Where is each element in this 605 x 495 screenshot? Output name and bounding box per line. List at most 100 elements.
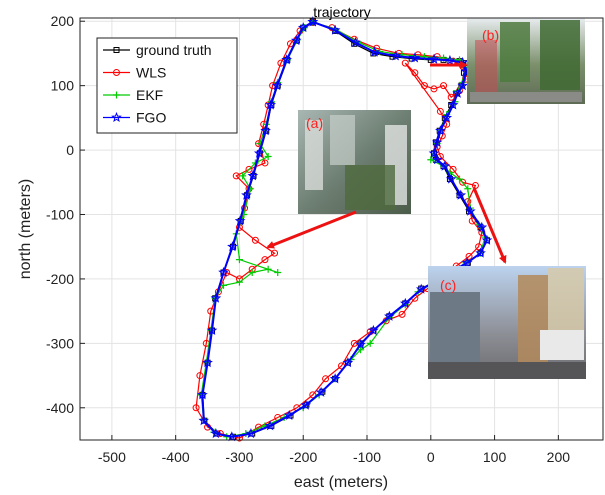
legend-item-fgo: FGO	[103, 110, 166, 126]
data-point	[322, 375, 330, 383]
data-point	[283, 409, 295, 421]
y-tick-label: 100	[51, 78, 75, 94]
data-point	[399, 297, 411, 308]
data-point	[420, 82, 428, 90]
x-tick-label: -100	[353, 449, 381, 465]
data-point	[210, 427, 222, 439]
legend-marker	[111, 111, 122, 123]
data-point	[465, 252, 473, 260]
data-point	[431, 136, 443, 147]
data-point	[342, 357, 354, 368]
data-point	[239, 172, 247, 180]
data-point	[452, 87, 463, 98]
legend-label: EKF	[136, 87, 163, 103]
data-point	[253, 147, 265, 158]
data-point	[261, 159, 269, 167]
data-point	[468, 217, 476, 225]
data-point	[226, 431, 238, 442]
data-point	[290, 34, 302, 46]
data-point	[271, 80, 283, 91]
data-point	[445, 173, 457, 184]
axes-box	[79, 17, 604, 441]
inset-photo-b: (b)	[467, 18, 585, 104]
data-point	[457, 80, 469, 91]
data-point	[444, 54, 456, 66]
data-point	[476, 221, 488, 232]
data-point	[439, 160, 451, 171]
inset-label-b: (b)	[482, 27, 499, 43]
arrow-a	[266, 210, 357, 249]
data-point	[198, 415, 210, 426]
data-point	[368, 324, 379, 335]
data-point	[235, 256, 243, 264]
data-point	[269, 82, 277, 90]
y-tick-label: -100	[46, 207, 74, 223]
data-point	[411, 69, 419, 77]
legend: ground truth WLS EKF FGO	[96, 37, 238, 134]
data-point	[440, 82, 448, 90]
x-tick-label: 100	[483, 449, 507, 465]
data-point	[428, 147, 440, 158]
data-point	[369, 46, 380, 57]
data-point	[401, 59, 409, 67]
data-point	[264, 420, 276, 431]
data-point	[300, 399, 312, 410]
data-point	[431, 154, 443, 165]
data-point	[265, 99, 277, 110]
y-tick-label: 200	[51, 13, 75, 29]
x-tick-label: -400	[162, 449, 190, 465]
data-point	[366, 339, 374, 347]
y-tick-label: -200	[46, 271, 74, 287]
data-point	[227, 241, 238, 252]
inset-label-a: (a)	[306, 115, 323, 131]
data-point	[350, 36, 361, 48]
data-point	[281, 54, 292, 65]
arrow-c	[472, 187, 507, 264]
legend-item-ground-truth: ground truth	[103, 42, 212, 58]
data-point	[384, 310, 395, 321]
data-point	[245, 165, 253, 173]
data-point	[409, 52, 421, 63]
data-point	[274, 268, 282, 276]
data-point	[475, 243, 483, 251]
data-point	[206, 324, 218, 335]
x-tick-label: -200	[289, 449, 317, 465]
data-point	[427, 156, 435, 164]
chart-title: trajectory	[313, 4, 371, 20]
inset-label-c: (c)	[440, 277, 456, 293]
data-point	[251, 236, 259, 244]
legend-label: WLS	[136, 65, 166, 81]
data-point	[398, 310, 406, 318]
data-point	[461, 257, 473, 268]
data-point	[202, 357, 213, 368]
legend-label: FGO	[136, 110, 166, 126]
x-axis-label: east (meters)	[294, 474, 388, 491]
data-point	[196, 372, 204, 380]
x-tick-label: 200	[547, 449, 571, 465]
legend-item-wls: WLS	[103, 65, 166, 81]
data-point	[465, 205, 476, 216]
data-point	[415, 283, 427, 294]
data-point	[197, 389, 208, 400]
data-point	[271, 249, 279, 257]
data-point	[447, 93, 455, 101]
data-point	[297, 22, 309, 33]
data-point	[234, 215, 246, 226]
y-tick-label: -300	[46, 335, 74, 351]
data-point	[428, 53, 440, 64]
y-tick-label: -400	[46, 400, 74, 416]
data-point	[210, 292, 222, 303]
data-point	[475, 247, 486, 258]
data-point	[264, 153, 272, 161]
data-point	[220, 281, 228, 289]
x-tick-label: -300	[225, 449, 253, 465]
data-point	[357, 346, 365, 354]
data-point	[436, 107, 444, 115]
data-point	[241, 189, 252, 200]
y-axis-label: north (meters)	[17, 179, 34, 279]
data-point	[261, 256, 269, 264]
axis-ticks: -500 -400 -300 -200 -100 0 100 200 -400 -300 -200 -…	[46, 13, 570, 465]
data-point	[264, 265, 272, 273]
data-point	[435, 125, 446, 136]
